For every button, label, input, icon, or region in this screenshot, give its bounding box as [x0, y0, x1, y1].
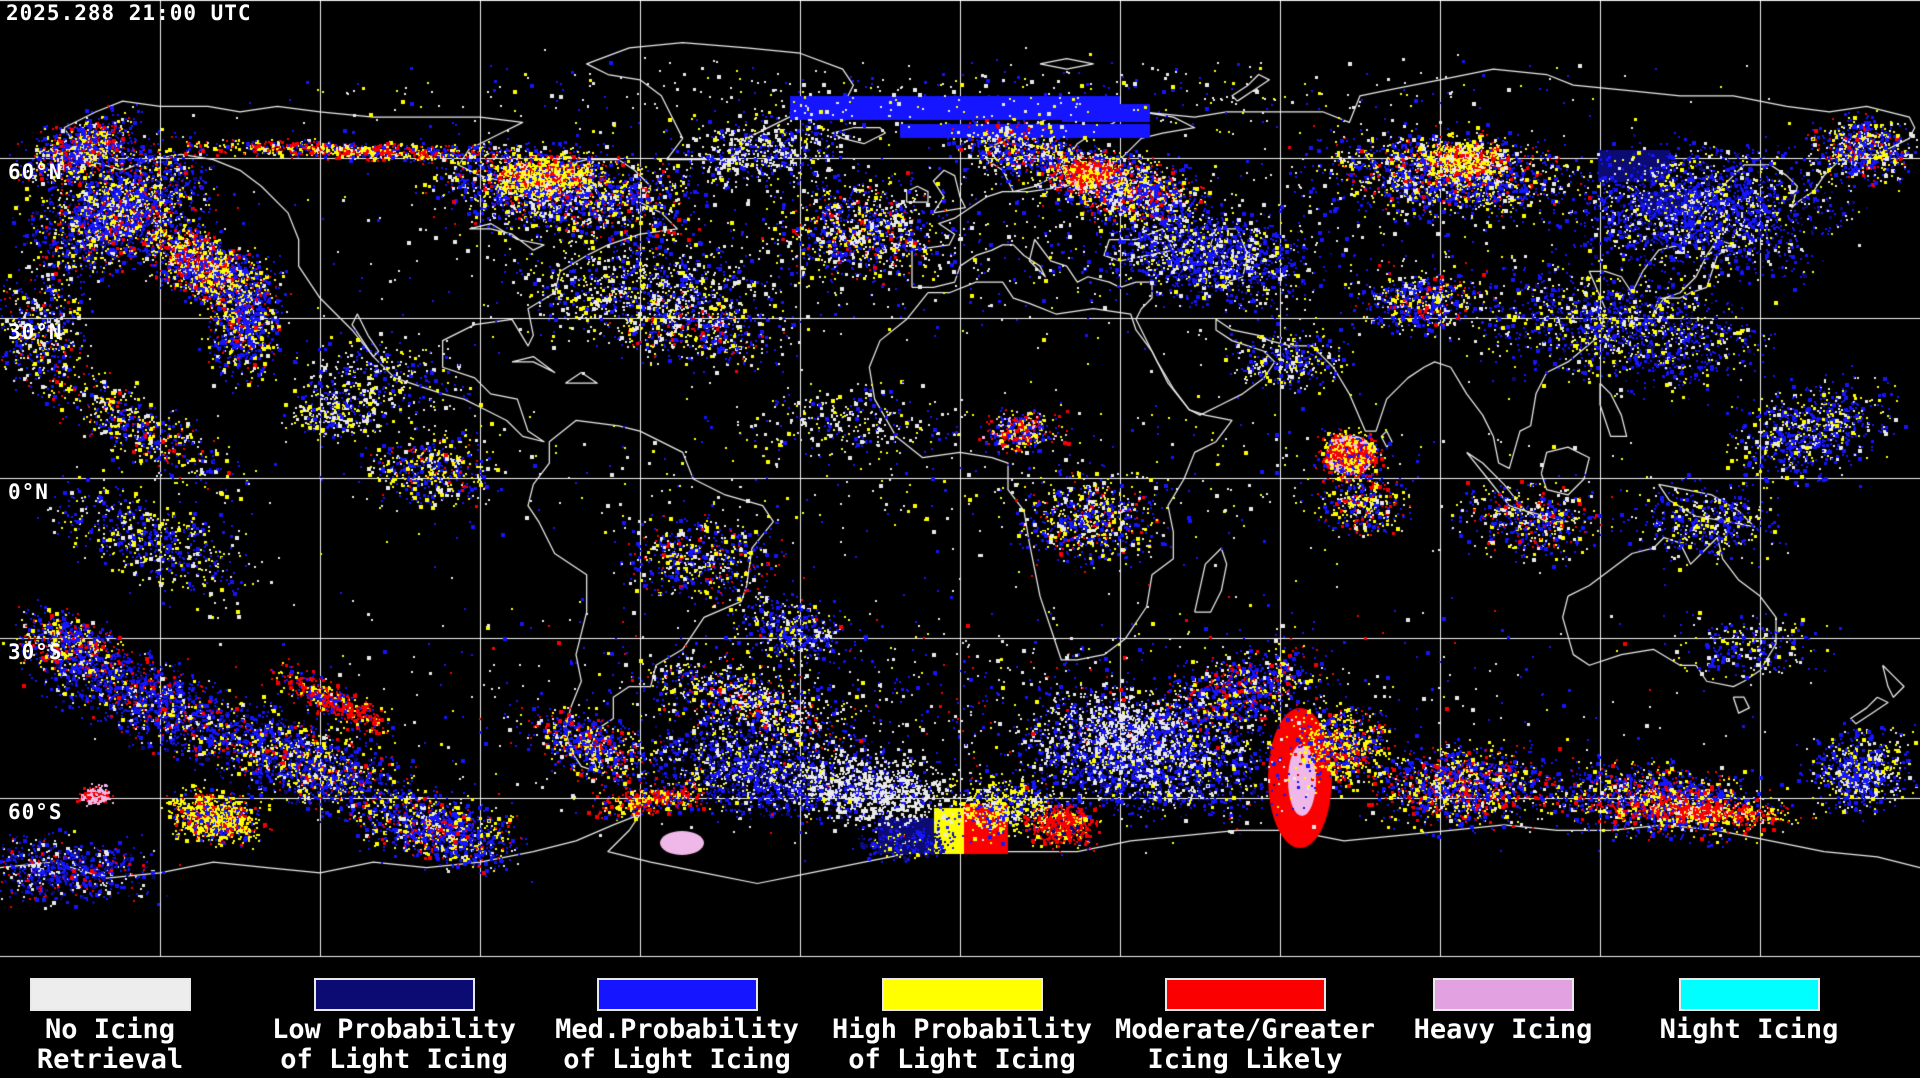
legend-item-moderate-greater: Moderate/Greater Icing Likely [1105, 958, 1385, 1078]
latitude-label-0n: 0°N [8, 480, 49, 504]
legend-label: No Icing [44, 1014, 176, 1045]
legend-label: Low Probability [272, 1014, 516, 1045]
legend-label: Moderate/Greater [1114, 1014, 1376, 1045]
legend-label: of Light Icing [280, 1044, 508, 1075]
timestamp: 2025.288 21:00 UTC [6, 1, 252, 25]
legend-label: of Light Icing [848, 1044, 1076, 1075]
legend-swatch-med-probability [596, 978, 758, 1011]
legend-label: of Light Icing [563, 1044, 791, 1075]
legend-swatch-high-probability [881, 978, 1043, 1011]
legend-item-high-probability: High Probability of Light Icing [822, 958, 1102, 1078]
legend-label: Icing Likely [1147, 1044, 1343, 1075]
legend-swatch-moderate-greater [1164, 978, 1326, 1011]
legend-item-med-probability: Med.Probability of Light Icing [537, 958, 817, 1078]
legend-swatch-heavy-icing [1432, 978, 1574, 1011]
legend-item-night-icing: Night Icing [1609, 958, 1889, 1078]
latitude-label-60n: 60°N [8, 160, 63, 184]
latitude-label-30s: 30°S [8, 640, 63, 664]
latitude-label-60s: 60°S [8, 800, 63, 824]
legend-label: Heavy Icing [1413, 1014, 1593, 1045]
legend: No Icing Retrieval Low Probability of Li… [0, 958, 1920, 1078]
legend-label: Retrieval [36, 1044, 184, 1075]
legend-swatch-no-icing [29, 978, 191, 1011]
legend-label: Med.Probability [555, 1014, 799, 1045]
legend-swatch-low-probability [313, 978, 475, 1011]
legend-item-low-probability: Low Probability of Light Icing [254, 958, 534, 1078]
legend-item-no-icing-retrieval: No Icing Retrieval [0, 958, 250, 1078]
legend-label: Night Icing [1659, 1014, 1839, 1045]
legend-label: High Probability [831, 1014, 1093, 1045]
legend-item-heavy-icing: Heavy Icing [1363, 958, 1643, 1078]
world-icing-map: 2025.288 21:00 UTC 60°N 30°N 0°N 30°S 60… [0, 0, 1920, 958]
legend-swatch-night-icing [1678, 978, 1820, 1011]
latitude-label-30n: 30°N [8, 320, 63, 344]
icing-data-canvas [0, 0, 1920, 958]
